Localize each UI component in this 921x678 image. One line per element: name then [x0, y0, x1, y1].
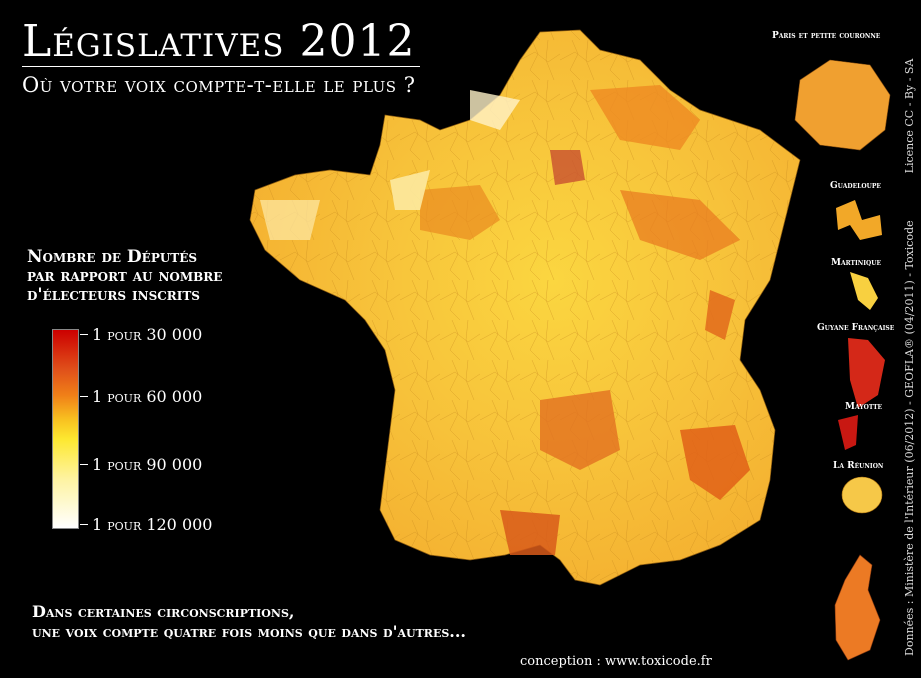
title-divider: [22, 66, 420, 67]
inset-label-reunion: La Réunion: [833, 461, 884, 471]
inset-label-martinique: Martinique: [831, 258, 882, 268]
mayotte-inset: [838, 415, 858, 450]
legend-title-line-3: d'électeurs inscrits: [27, 285, 200, 305]
legend-tick: [80, 396, 88, 397]
license-text: Licence CC - By - SA: [903, 58, 916, 174]
legend-title: Nombre de Députés par rapport au nombre …: [27, 248, 222, 305]
legend-color-scale: [52, 329, 79, 529]
legend-label-90000: 1 pour 90 000: [92, 455, 203, 474]
legend-tick: [80, 464, 88, 465]
legend-label-60000: 1 pour 60 000: [92, 387, 203, 406]
sources-license: Données : Ministère de l'Intérieur (06/2…: [903, 36, 916, 656]
footnote: Dans certaines circonscriptions, une voi…: [32, 602, 466, 642]
reunion-inset: [841, 476, 883, 514]
legend-label-120000: 1 pour 120 000: [92, 515, 213, 534]
legend-tick: [80, 334, 88, 335]
footnote-line-2: une voix compte quatre fois moins que da…: [32, 622, 466, 641]
sources-text: Données : Ministère de l'Intérieur (06/2…: [903, 220, 916, 656]
map-subtitle: Où votre voix compte-t-elle le plus ?: [22, 73, 416, 97]
corsica: [834, 554, 881, 661]
paris-inset: [794, 59, 891, 151]
legend-title-line-1: Nombre de Députés: [27, 247, 198, 267]
footnote-line-1: Dans certaines circonscriptions,: [32, 602, 295, 621]
inset-label-mayotte: Mayotte: [845, 402, 883, 412]
credit-link[interactable]: conception : www.toxicode.fr: [520, 654, 712, 669]
inset-label-paris: Paris et petite couronne: [772, 31, 881, 41]
map-title: Législatives 2012: [22, 16, 416, 67]
legend-label-30000: 1 pour 30 000: [92, 325, 203, 344]
martinique-inset: [850, 272, 878, 310]
inset-label-guyane: Guyane Française: [817, 323, 895, 333]
guyane-inset: [848, 338, 885, 408]
legend-title-line-2: par rapport au nombre: [27, 266, 223, 286]
legend-tick: [80, 524, 88, 525]
guadeloupe-inset: [836, 200, 882, 240]
metropolitan-france: [249, 29, 801, 586]
inset-label-guadeloupe: Guadeloupe: [830, 181, 881, 191]
